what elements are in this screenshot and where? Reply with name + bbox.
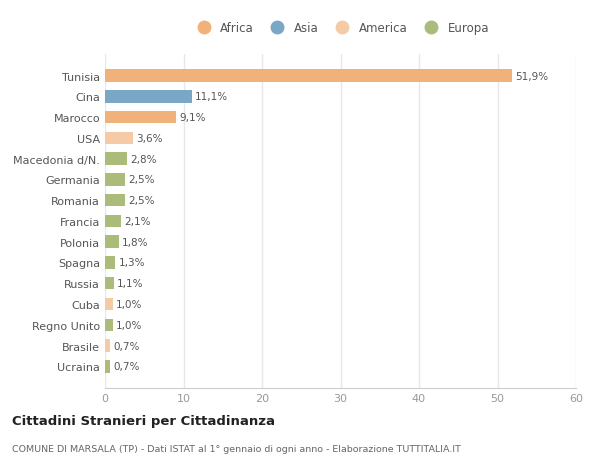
Bar: [105, 215, 121, 228]
Text: 2,5%: 2,5%: [128, 175, 154, 185]
Text: 9,1%: 9,1%: [179, 113, 206, 123]
Text: Cittadini Stranieri per Cittadinanza: Cittadini Stranieri per Cittadinanza: [12, 414, 275, 428]
Text: 51,9%: 51,9%: [515, 72, 548, 81]
Bar: [105, 340, 110, 352]
Text: 11,1%: 11,1%: [195, 92, 229, 102]
Bar: [105, 236, 119, 248]
Bar: [105, 360, 110, 373]
Text: 1,3%: 1,3%: [118, 258, 145, 268]
Text: 2,5%: 2,5%: [128, 196, 154, 206]
Bar: [105, 174, 125, 186]
Text: 3,6%: 3,6%: [136, 134, 163, 144]
Text: 0,7%: 0,7%: [113, 341, 140, 351]
Text: 0,7%: 0,7%: [113, 362, 140, 371]
Text: COMUNE DI MARSALA (TP) - Dati ISTAT al 1° gennaio di ogni anno - Elaborazione TU: COMUNE DI MARSALA (TP) - Dati ISTAT al 1…: [12, 444, 461, 453]
Text: 2,1%: 2,1%: [125, 217, 151, 226]
Text: 2,8%: 2,8%: [130, 154, 157, 164]
Bar: [105, 70, 512, 83]
Bar: [105, 112, 176, 124]
Text: 1,1%: 1,1%: [117, 279, 143, 289]
Legend: Africa, Asia, America, Europa: Africa, Asia, America, Europa: [187, 18, 494, 40]
Bar: [105, 91, 192, 103]
Text: 1,0%: 1,0%: [116, 320, 142, 330]
Bar: [105, 153, 127, 166]
Bar: [105, 195, 125, 207]
Bar: [105, 257, 115, 269]
Text: 1,8%: 1,8%: [122, 237, 149, 247]
Text: 1,0%: 1,0%: [116, 299, 142, 309]
Bar: [105, 319, 113, 331]
Bar: [105, 132, 133, 145]
Bar: [105, 298, 113, 311]
Bar: [105, 277, 113, 290]
